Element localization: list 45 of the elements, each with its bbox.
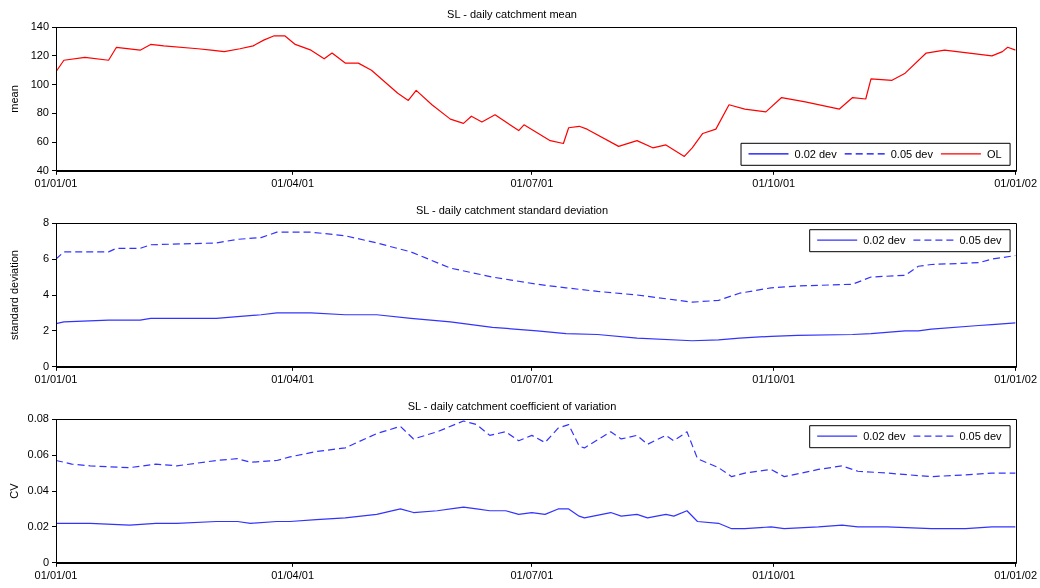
x-tick-label: 01/01/02 bbox=[994, 569, 1037, 582]
y-tick-label: 0.08 bbox=[27, 412, 49, 425]
y-axis-title: CV bbox=[7, 482, 20, 499]
y-tick-label: 80 bbox=[36, 106, 49, 119]
y-axis-title: mean bbox=[7, 85, 20, 113]
y-tick-label: 0 bbox=[42, 359, 49, 372]
chart-title: SL - daily catchment standard deviation bbox=[415, 203, 609, 216]
x-tick-label: 01/01/01 bbox=[34, 569, 78, 582]
x-tick-label: 01/04/01 bbox=[271, 373, 315, 386]
x-tick-label: 01/01/01 bbox=[34, 373, 78, 386]
chart-title: SL - daily catchment mean bbox=[447, 7, 577, 20]
x-tick-label: 01/04/01 bbox=[271, 177, 315, 190]
y-axis-title: standard deviation bbox=[7, 250, 20, 340]
x-tick-label: 01/04/01 bbox=[271, 569, 315, 582]
y-tick-label: 4 bbox=[42, 288, 49, 301]
y-tick-label: 140 bbox=[30, 20, 49, 33]
x-tick-label: 01/07/01 bbox=[510, 177, 554, 190]
legend-label: 0.05 dev bbox=[890, 147, 934, 160]
y-tick-label: 60 bbox=[36, 135, 49, 148]
x-tick-label: 01/10/01 bbox=[752, 373, 796, 386]
x-tick-label: 01/07/01 bbox=[510, 569, 554, 582]
y-tick-label: 40 bbox=[36, 163, 49, 176]
legend-label: 0.05 dev bbox=[959, 234, 1003, 247]
legend-label: 0.05 dev bbox=[959, 430, 1003, 443]
legend-label: 0.02 dev bbox=[794, 147, 838, 160]
chart-title: SL - daily catchment coefficient of variation bbox=[407, 399, 617, 412]
legend-label: OL bbox=[986, 147, 1002, 160]
y-tick-label: 120 bbox=[30, 48, 49, 61]
y-tick-label: 100 bbox=[30, 77, 49, 90]
x-tick-label: 01/01/02 bbox=[994, 177, 1037, 190]
y-tick-label: 8 bbox=[42, 216, 49, 229]
y-tick-label: 0.06 bbox=[27, 448, 49, 461]
x-tick-label: 01/01/01 bbox=[34, 177, 78, 190]
y-tick-label: 0 bbox=[42, 555, 49, 568]
y-tick-label: 6 bbox=[42, 252, 49, 265]
y-tick-label: 2 bbox=[42, 323, 49, 336]
y-tick-label: 0.04 bbox=[27, 484, 49, 497]
x-tick-label: 01/10/01 bbox=[752, 569, 796, 582]
x-tick-label: 01/07/01 bbox=[510, 373, 554, 386]
x-tick-label: 01/01/02 bbox=[994, 373, 1037, 386]
legend-label: 0.02 dev bbox=[863, 234, 906, 247]
x-tick-label: 01/10/01 bbox=[752, 177, 796, 190]
y-tick-label: 0.02 bbox=[27, 519, 49, 532]
line-series bbox=[56, 420, 1016, 478]
legend-label: 0.02 dev bbox=[863, 430, 906, 443]
